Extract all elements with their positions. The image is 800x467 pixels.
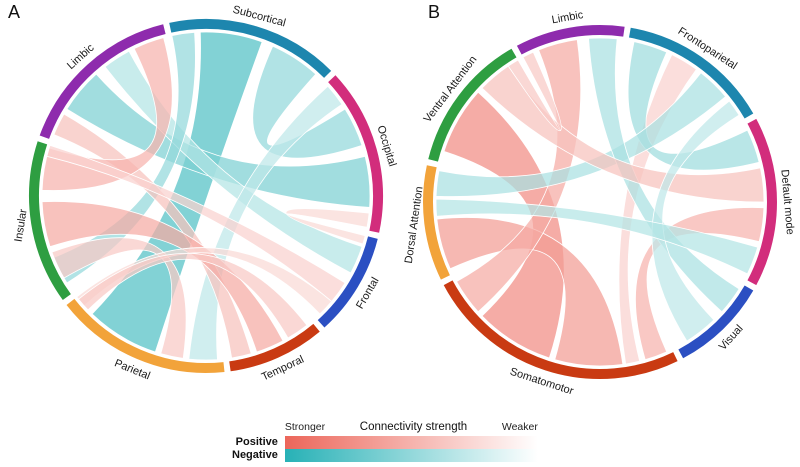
chord-positive-occipital-frontal bbox=[285, 208, 370, 245]
chord-negative-occipital-parietal bbox=[188, 85, 343, 361]
segment-arc-occipital bbox=[328, 75, 383, 233]
panel-b: B Limbic Frontoparietal Default mode Visual… bbox=[400, 0, 800, 412]
segment-label-default-mode: Default mode bbox=[778, 169, 796, 235]
legend-negative-label: Negative bbox=[232, 449, 278, 461]
segment-arc-temporal bbox=[229, 323, 320, 372]
chord-diagram-a: SubcorticalOccipitalFrontalTemporalParie… bbox=[13, 4, 399, 384]
segment-arc-visual bbox=[678, 285, 754, 359]
panel-a: A Subcortical Occipital Frontal Temporal Par… bbox=[0, 0, 400, 412]
chord-positive-default-mode-ventral-attention bbox=[481, 65, 765, 203]
segment-label-limbic: Limbic bbox=[551, 9, 585, 26]
legend-sign-labels: Positive Negative bbox=[232, 436, 278, 462]
segment-label-dorsal-attention: Dorsal Attention bbox=[403, 186, 426, 265]
legend-positive-label: Positive bbox=[235, 436, 278, 448]
chord-positive-ventral-attention-limbic bbox=[507, 51, 562, 131]
chord-negative-frontoparietal-visual bbox=[651, 100, 740, 342]
panel-a-letter: A bbox=[8, 2, 21, 22]
chord-negative-subcortical-occipital bbox=[252, 45, 363, 159]
chord-positive-insular-temporal bbox=[41, 201, 284, 353]
chord-positive-insular-parietal bbox=[51, 237, 187, 359]
chord-negative-default-mode-dorsal-attention bbox=[435, 198, 759, 275]
legend-main: Stronger Connectivity strength Weaker bbox=[284, 421, 538, 462]
segment-arc-somatomotor bbox=[443, 280, 678, 379]
legend-negative-gradient-bar bbox=[284, 449, 538, 462]
legend-stronger-label: Stronger bbox=[284, 421, 326, 433]
legend-weaker-label: Weaker bbox=[501, 421, 538, 433]
segment-arc-subcortical bbox=[169, 19, 332, 78]
chord-positive-parietal-temporal bbox=[77, 252, 308, 339]
chord-negative-limbic-occipital bbox=[66, 73, 371, 208]
chord-negative-limbic-frontal bbox=[104, 50, 363, 274]
segment-arc-insular bbox=[29, 141, 71, 301]
legend-title: Connectivity strength bbox=[359, 421, 468, 433]
segment-arc-frontoparietal bbox=[628, 27, 754, 119]
connectivity-legend: Positive Negative Stronger Connectivity … bbox=[232, 421, 538, 462]
chord-positive-frontal-insular bbox=[46, 144, 346, 302]
chord-positive-limbic-temporal bbox=[53, 113, 252, 359]
legend-top-row: Stronger Connectivity strength Weaker bbox=[285, 421, 538, 433]
segment-arc-limbic bbox=[516, 25, 625, 55]
segment-arc-default-mode bbox=[747, 118, 777, 286]
panel-b-letter: B bbox=[428, 2, 441, 22]
segment-arc-ventral-attention bbox=[428, 48, 517, 162]
segment-arc-dorsal-attention bbox=[423, 165, 450, 280]
segment-arc-limbic bbox=[39, 24, 166, 139]
legend-positive-gradient-bar bbox=[284, 436, 538, 449]
chord-positive-dorsal-attention-somatomotor bbox=[436, 217, 624, 367]
segment-arc-parietal bbox=[66, 298, 225, 373]
segment-arc-frontal bbox=[317, 236, 378, 328]
segment-label-insular: Insular bbox=[13, 208, 30, 243]
